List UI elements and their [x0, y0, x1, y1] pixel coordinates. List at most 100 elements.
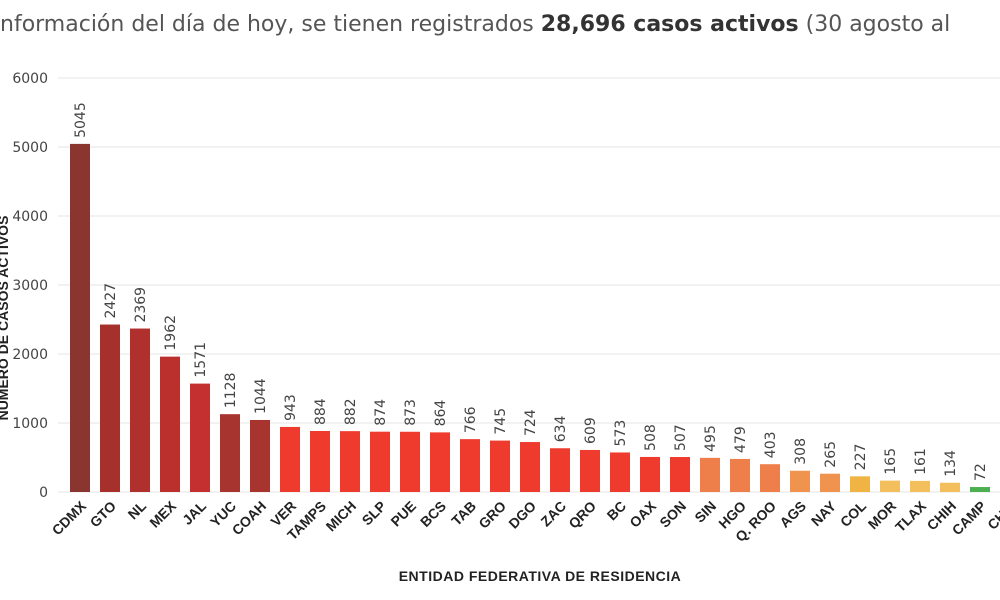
category-label: BCS — [417, 498, 449, 530]
bar — [850, 476, 870, 492]
y-tick-label: 5000 — [12, 140, 48, 156]
category-label: MICH — [323, 498, 360, 535]
bar — [550, 448, 570, 492]
category-label: OAX — [626, 497, 659, 530]
bar-value-label: 2427 — [103, 283, 119, 319]
bar-value-label: 873 — [403, 399, 419, 426]
bar — [370, 431, 390, 492]
bar-value-label: 766 — [463, 406, 479, 433]
y-tick-label: 4000 — [12, 209, 48, 225]
bar-value-label: 72 — [973, 463, 989, 481]
header-highlight: 28,696 casos activos — [540, 12, 799, 37]
bar-value-label: 2369 — [133, 287, 149, 323]
bar-value-label: 874 — [373, 399, 389, 426]
bars — [70, 143, 990, 492]
bar-value-label: 265 — [823, 441, 839, 468]
category-label: GTO — [87, 498, 120, 531]
bar — [610, 452, 630, 492]
bar-value-label: 724 — [523, 409, 539, 436]
chart-header: nformación del día de hoy, se tienen reg… — [0, 12, 1000, 52]
header-prefix: nformación del día de hoy, se tienen reg… — [0, 12, 541, 37]
bar-value-label: 1128 — [223, 373, 239, 409]
category-label: DGO — [505, 498, 539, 532]
bar-value-label: 308 — [793, 438, 809, 465]
bar-value-label: 745 — [493, 408, 509, 435]
bar-value-label: 165 — [883, 448, 899, 475]
bar — [400, 431, 420, 492]
category-label: MEX — [146, 497, 179, 530]
bar-value-label: 609 — [583, 417, 599, 444]
bar-value-label: 507 — [673, 424, 689, 451]
y-tick-label: 3000 — [12, 278, 48, 294]
bar — [430, 432, 450, 492]
bar-value-label: 1044 — [253, 378, 269, 414]
bar — [580, 449, 600, 492]
bar-value-label: 882 — [343, 398, 359, 425]
category-label: CAMP — [949, 498, 989, 538]
x-axis-title: ENTIDAD FEDERATIVA DE RESIDENCIA — [399, 568, 682, 584]
bar — [160, 356, 180, 492]
bar — [640, 456, 660, 492]
bar — [670, 457, 690, 492]
bar-value-label: 134 — [943, 450, 959, 477]
category-label: SIN — [691, 498, 719, 526]
category-label: SLP — [359, 498, 390, 529]
category-label: GRO — [475, 498, 509, 532]
category-label: COAH — [229, 498, 269, 538]
bar-value-label: 884 — [313, 398, 329, 425]
bar — [280, 426, 300, 492]
category-label: SON — [656, 498, 689, 531]
bar — [940, 482, 960, 492]
y-axis-ticks: 0 1000 2000 3000 4000 5000 6000 — [12, 71, 48, 501]
category-label: CDMX — [49, 497, 90, 538]
bar — [970, 487, 990, 492]
bar — [130, 328, 150, 492]
bar — [70, 143, 90, 492]
bar — [220, 414, 240, 492]
bar — [760, 464, 780, 492]
category-label: JAL — [179, 497, 209, 527]
bar — [250, 419, 270, 492]
bar-value-label: 508 — [643, 424, 659, 451]
category-label: CHIS — [984, 498, 1000, 533]
bar — [730, 458, 750, 492]
bar-value-label: 161 — [913, 448, 929, 475]
category-label: TLAX — [892, 497, 930, 535]
y-axis-title: NÚMERO DE CASOS ACTIVOS — [0, 216, 11, 421]
bar — [520, 442, 540, 492]
bar-value-label: 634 — [553, 415, 569, 442]
bar-value-label: 573 — [613, 420, 629, 447]
bar — [700, 457, 720, 492]
value-labels: 5045 2427 2369 1962 1571 1128 1044 943 884 882 874… — [73, 102, 989, 481]
y-tick-label: 1000 — [12, 416, 48, 432]
bar — [190, 383, 210, 492]
header-suffix: (30 agosto al — [798, 12, 951, 37]
bar-value-label: 943 — [283, 394, 299, 421]
bar — [340, 431, 360, 492]
bar-value-label: 864 — [433, 400, 449, 427]
bar-value-label: 495 — [703, 425, 719, 452]
category-label: NAY — [808, 497, 840, 529]
bar — [310, 431, 330, 492]
category-label: PUE — [387, 498, 419, 530]
y-tick-label: 0 — [39, 485, 48, 501]
bar — [790, 470, 810, 492]
category-label: ZAC — [537, 498, 569, 530]
bar — [820, 473, 840, 492]
category-label: BC — [603, 498, 629, 524]
category-label: AGS — [776, 498, 809, 531]
bar — [100, 324, 120, 492]
bar-value-label: 1571 — [193, 342, 209, 378]
category-label: MOR — [865, 498, 899, 532]
bar — [460, 439, 480, 492]
bar-value-label: 227 — [853, 444, 869, 471]
y-tick-label: 6000 — [12, 71, 48, 87]
category-label: COL — [837, 497, 870, 530]
bar-value-label: 1962 — [163, 315, 179, 351]
bar-value-label: 403 — [763, 431, 779, 458]
bar — [490, 440, 510, 492]
bar — [880, 480, 900, 492]
y-tick-label: 2000 — [12, 347, 48, 363]
